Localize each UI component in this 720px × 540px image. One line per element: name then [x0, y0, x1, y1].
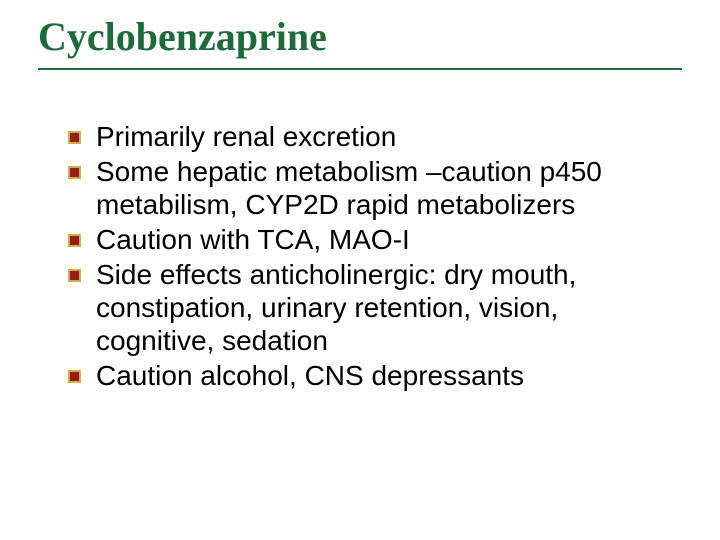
title-underline [38, 68, 682, 70]
body-block: Primarily renal excretion Some hepatic m… [68, 120, 660, 394]
bullet-list: Primarily renal excretion Some hepatic m… [68, 120, 660, 392]
list-item: Primarily renal excretion [68, 120, 660, 153]
slide-title: Cyclobenzaprine [38, 14, 682, 60]
list-item-text: Some hepatic metabolism –caution p450 me… [96, 156, 602, 220]
list-item-text: Primarily renal excretion [96, 121, 396, 152]
list-item: Side effects anticholinergic: dry mouth,… [68, 258, 660, 357]
title-block: Cyclobenzaprine [38, 14, 682, 70]
list-item-text: Side effects anticholinergic: dry mouth,… [96, 259, 576, 356]
list-item-text: Caution alcohol, CNS depressants [96, 360, 524, 391]
list-item: Some hepatic metabolism –caution p450 me… [68, 155, 660, 221]
slide: Cyclobenzaprine Primarily renal excretio… [0, 0, 720, 540]
list-item-text: Caution with TCA, MAO-I [96, 224, 410, 255]
list-item: Caution alcohol, CNS depressants [68, 359, 660, 392]
list-item: Caution with TCA, MAO-I [68, 223, 660, 256]
